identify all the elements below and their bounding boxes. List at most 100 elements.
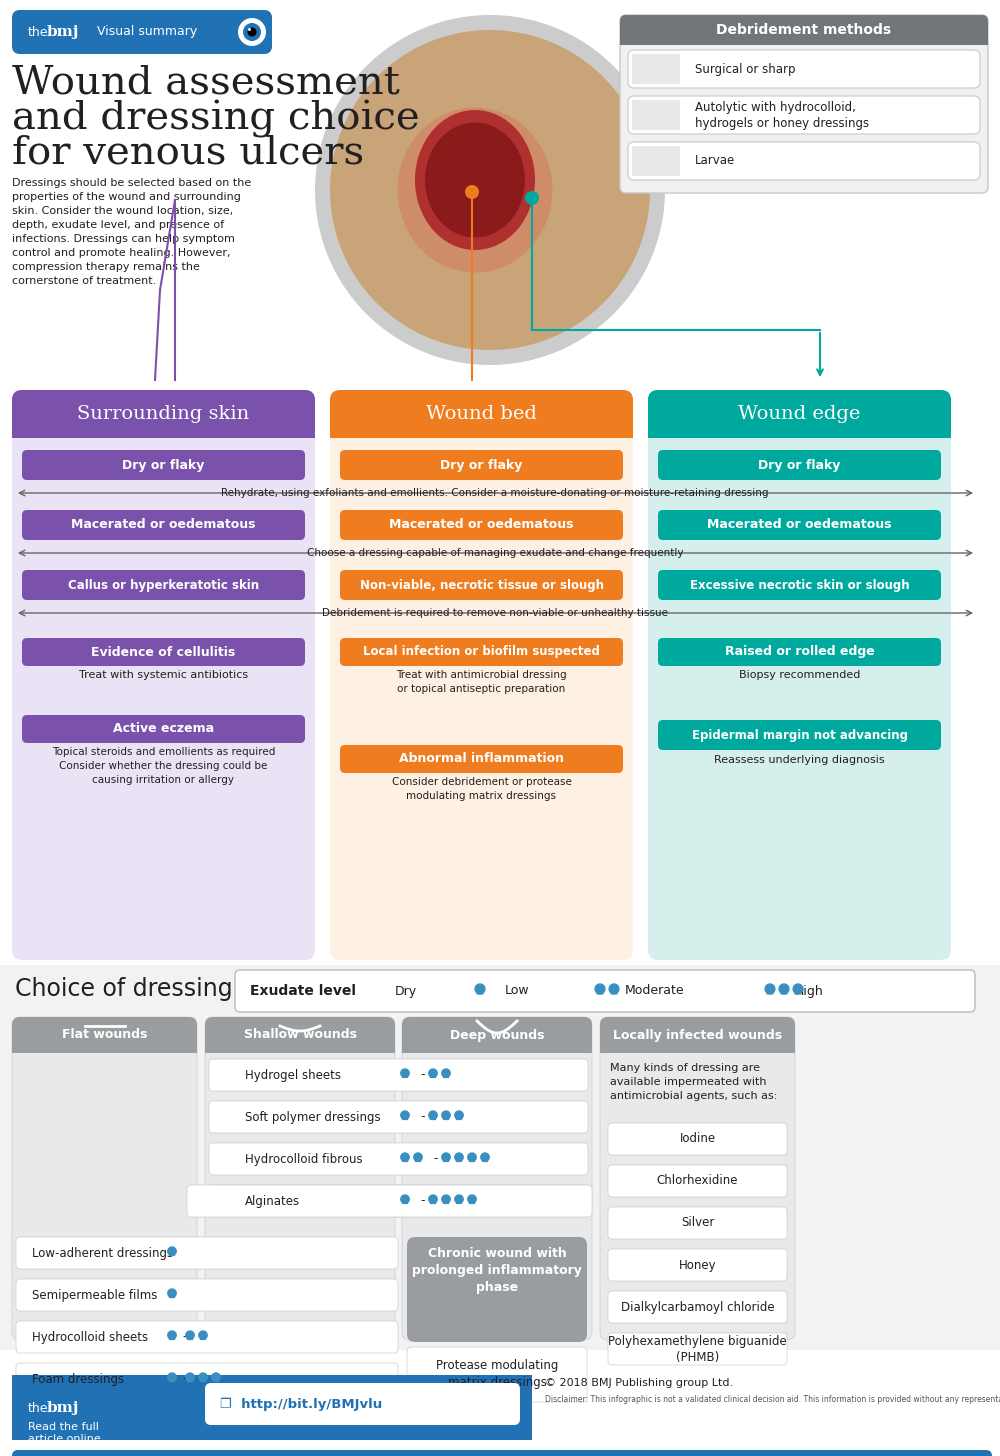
Circle shape [248,28,251,31]
Text: Moderate: Moderate [625,984,685,997]
FancyBboxPatch shape [12,1016,197,1340]
Polygon shape [611,987,617,994]
Polygon shape [401,1153,409,1162]
FancyBboxPatch shape [12,1450,992,1456]
Polygon shape [430,1114,436,1120]
Text: Read the full
article online: Read the full article online [28,1423,101,1444]
FancyBboxPatch shape [402,1016,592,1053]
Polygon shape [429,1069,437,1077]
Text: Deep wounds: Deep wounds [450,1028,544,1041]
FancyBboxPatch shape [209,1143,588,1175]
Circle shape [315,15,665,365]
Polygon shape [213,1376,219,1382]
Text: and dressing choice: and dressing choice [12,100,420,138]
Bar [12,1035,197,1053]
Text: Soft polymer dressings: Soft polymer dressings [245,1111,381,1124]
Text: Hydrocolloid sheets: Hydrocolloid sheets [32,1331,148,1344]
FancyBboxPatch shape [402,1016,592,1340]
FancyBboxPatch shape [608,1334,787,1366]
Text: -: - [433,1153,438,1165]
Polygon shape [199,1373,207,1382]
Polygon shape [468,1195,476,1204]
Text: Shallow wounds: Shallow wounds [244,1028,356,1041]
FancyBboxPatch shape [600,1016,795,1340]
Text: Debridement is required to remove non-viable or unhealthy tissue: Debridement is required to remove non-vi… [322,609,668,617]
Text: Dry or flaky: Dry or flaky [440,459,523,472]
Polygon shape [402,1072,408,1077]
FancyBboxPatch shape [22,450,305,480]
Text: bmj: bmj [47,1401,79,1415]
Text: Dry: Dry [395,984,417,997]
Polygon shape [430,1072,436,1077]
Text: Abnormal inflammation: Abnormal inflammation [399,753,564,766]
FancyBboxPatch shape [608,1165,787,1197]
Polygon shape [187,1334,193,1340]
FancyBboxPatch shape [608,1291,787,1324]
Polygon shape [186,1373,194,1382]
Text: Evidence of cellulitis: Evidence of cellulitis [91,645,236,658]
Polygon shape [429,1111,437,1120]
FancyBboxPatch shape [16,1321,398,1353]
Polygon shape [443,1114,449,1120]
FancyBboxPatch shape [648,390,951,438]
Text: Treat with systemic antibiotics: Treat with systemic antibiotics [79,670,248,680]
Text: for venous ulcers: for venous ulcers [12,135,364,172]
FancyBboxPatch shape [12,10,272,54]
Polygon shape [455,1153,463,1162]
FancyBboxPatch shape [620,15,988,45]
Polygon shape [200,1376,206,1382]
Text: the: the [28,1402,48,1414]
Polygon shape [402,1198,408,1204]
FancyBboxPatch shape [235,970,975,1012]
Bar [402,1035,592,1053]
Text: Low: Low [505,984,530,997]
Polygon shape [469,1156,475,1162]
Text: Autolytic with hydrocolloid,
hydrogels or honey dressings: Autolytic with hydrocolloid, hydrogels o… [695,100,869,130]
Polygon shape [199,1331,207,1340]
FancyBboxPatch shape [22,569,305,600]
Polygon shape [442,1153,450,1162]
Polygon shape [401,1069,409,1077]
FancyBboxPatch shape [22,638,305,665]
FancyBboxPatch shape [340,569,623,600]
Polygon shape [475,984,485,994]
Text: Raised or rolled edge: Raised or rolled edge [725,645,874,658]
Text: Dry or flaky: Dry or flaky [758,459,841,472]
Polygon shape [793,984,803,994]
Ellipse shape [425,122,525,237]
FancyBboxPatch shape [205,1016,395,1053]
Text: Wound assessment: Wound assessment [12,66,400,102]
Polygon shape [442,1069,450,1077]
Polygon shape [430,1198,436,1204]
Polygon shape [481,1153,489,1162]
FancyBboxPatch shape [12,1016,197,1053]
Polygon shape [456,1114,462,1120]
Text: Macerated or oedematous: Macerated or oedematous [71,518,256,531]
Text: Reassess underlying diagnosis: Reassess underlying diagnosis [714,756,885,764]
FancyBboxPatch shape [330,390,633,960]
Text: Surgical or sharp: Surgical or sharp [695,63,796,76]
Text: -: - [420,1194,424,1207]
Text: -: - [420,1069,424,1082]
FancyBboxPatch shape [340,745,623,773]
Polygon shape [468,1153,476,1162]
FancyBboxPatch shape [209,1101,588,1133]
FancyBboxPatch shape [340,450,623,480]
FancyBboxPatch shape [330,390,633,438]
Polygon shape [781,987,787,994]
Text: Foam dressings: Foam dressings [32,1373,124,1386]
Text: Chronic wound with
prolonged inflammatory
phase: Chronic wound with prolonged inflammator… [412,1246,582,1294]
Polygon shape [779,984,789,994]
Text: Honey: Honey [679,1258,716,1271]
Text: Low-adherent dressings: Low-adherent dressings [32,1246,173,1259]
Polygon shape [401,1195,409,1204]
Text: Visual summary: Visual summary [97,26,197,38]
Text: -: - [182,1373,186,1386]
Text: Disclaimer: This infographic is not a validated clinical decision aid. This info: Disclaimer: This infographic is not a va… [545,1395,1000,1404]
FancyBboxPatch shape [658,721,941,750]
Polygon shape [402,1156,408,1162]
Text: Hydrocolloid fibrous: Hydrocolloid fibrous [245,1153,363,1165]
Text: Semipermeable films: Semipermeable films [32,1289,157,1302]
Polygon shape [414,1153,422,1162]
Text: Active eczema: Active eczema [113,722,214,735]
